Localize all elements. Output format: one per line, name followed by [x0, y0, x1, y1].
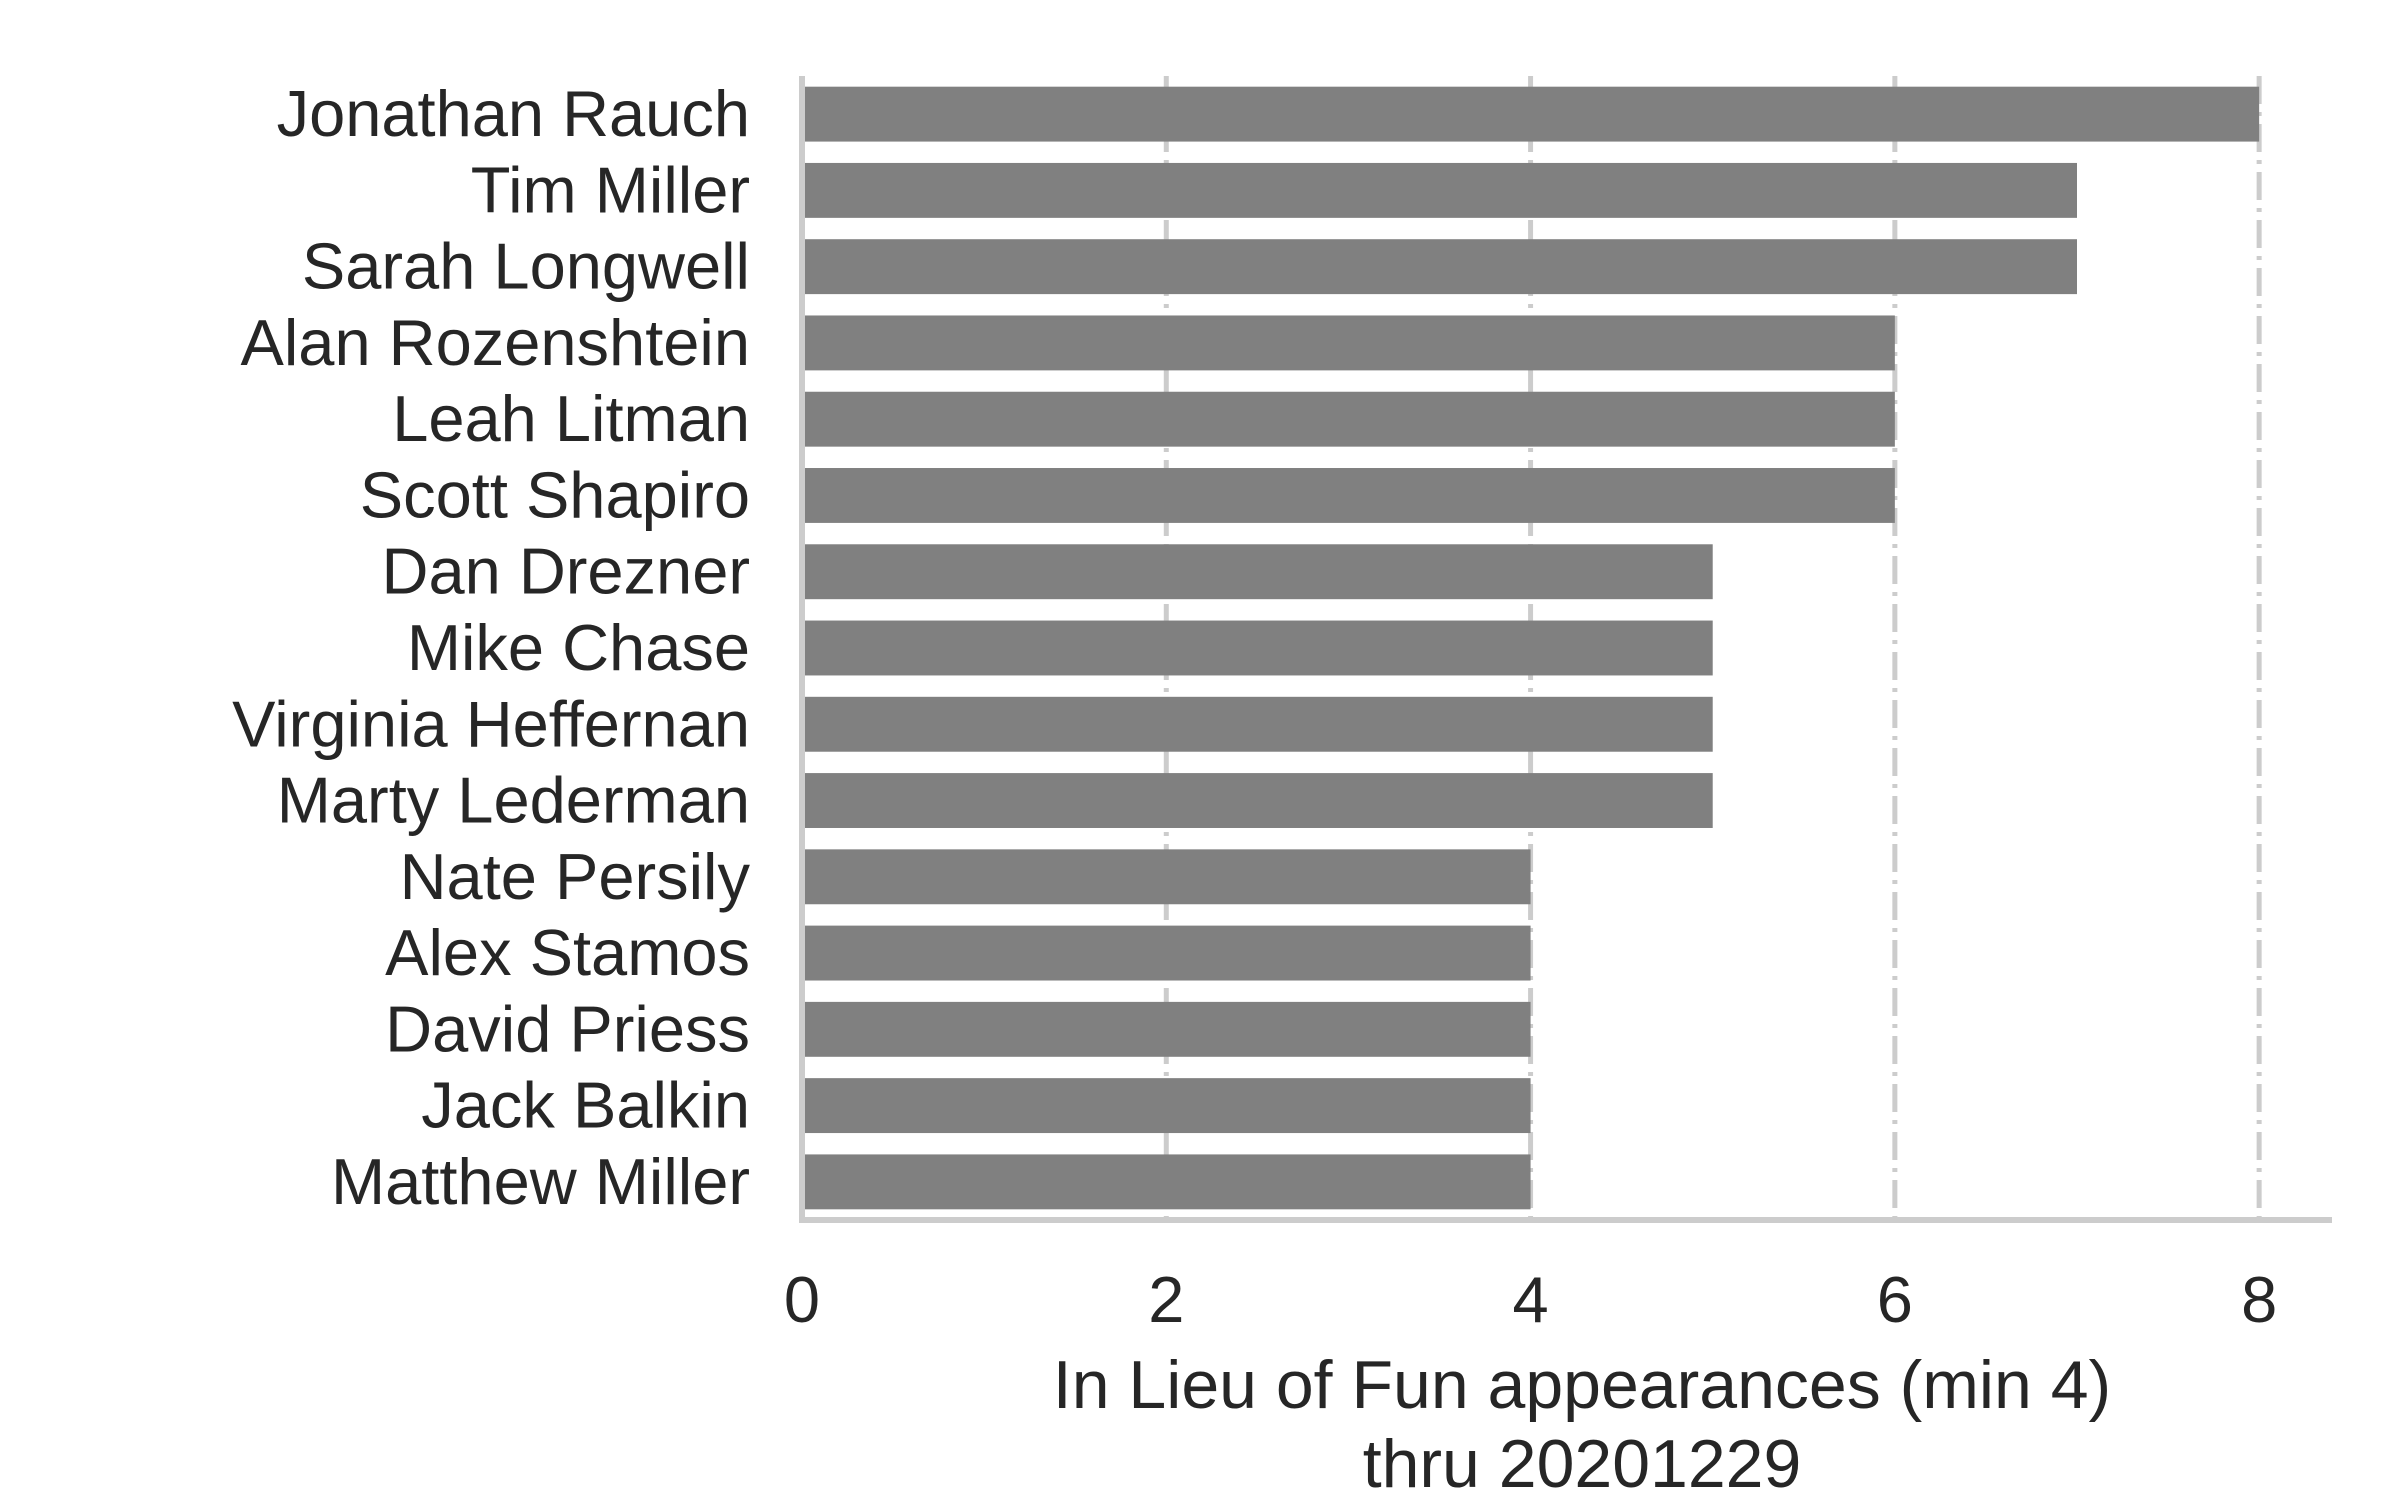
- category-label: Nate Persily: [400, 840, 751, 913]
- category-label: Tim Miller: [471, 153, 750, 226]
- category-label: Alex Stamos: [385, 916, 750, 989]
- category-label: Dan Drezner: [382, 535, 750, 608]
- bar-0: [802, 86, 2260, 142]
- bar-4: [802, 391, 1895, 447]
- x-tick-label: 0: [784, 1263, 820, 1336]
- bar-6: [802, 544, 1713, 600]
- category-label: Sarah Longwell: [302, 230, 750, 303]
- x-tick-label: 4: [1512, 1263, 1548, 1336]
- x-axis-label-line1: In Lieu of Fun appearances (min 4): [1053, 1347, 2111, 1423]
- category-label: David Priess: [385, 992, 750, 1065]
- axes: [799, 76, 2332, 1223]
- bar-11: [802, 925, 1531, 981]
- category-label: Marty Lederman: [277, 764, 750, 837]
- category-label: Virginia Heffernan: [232, 687, 750, 760]
- bar-3: [802, 315, 1895, 371]
- bar-1: [802, 162, 2077, 218]
- bars: [802, 86, 2260, 1210]
- category-label: Leah Litman: [392, 382, 750, 455]
- category-label: Alan Rozenshtein: [241, 306, 751, 379]
- bar-14: [802, 1154, 1531, 1210]
- bar-7: [802, 620, 1713, 676]
- category-label: Jonathan Rauch: [277, 77, 750, 150]
- category-label: Matthew Miller: [331, 1145, 750, 1218]
- category-label: Jack Balkin: [421, 1069, 750, 1142]
- bar-13: [802, 1078, 1531, 1134]
- x-tick-label: 6: [1877, 1263, 1913, 1336]
- category-label: Scott Shapiro: [360, 458, 750, 531]
- bar-9: [802, 773, 1713, 828]
- x-tick-labels: 0 2 4 6 8: [784, 1263, 2277, 1336]
- bar-10: [802, 849, 1531, 905]
- category-label: Mike Chase: [407, 611, 750, 684]
- bar-5: [802, 468, 1895, 523]
- x-tick-label: 2: [1148, 1263, 1184, 1336]
- bar-12: [802, 1001, 1531, 1057]
- x-axis-label-line2: thru 20201229: [1363, 1426, 1802, 1500]
- bar-8: [802, 696, 1713, 752]
- bar-2: [802, 239, 2077, 295]
- x-tick-label: 8: [2241, 1263, 2277, 1336]
